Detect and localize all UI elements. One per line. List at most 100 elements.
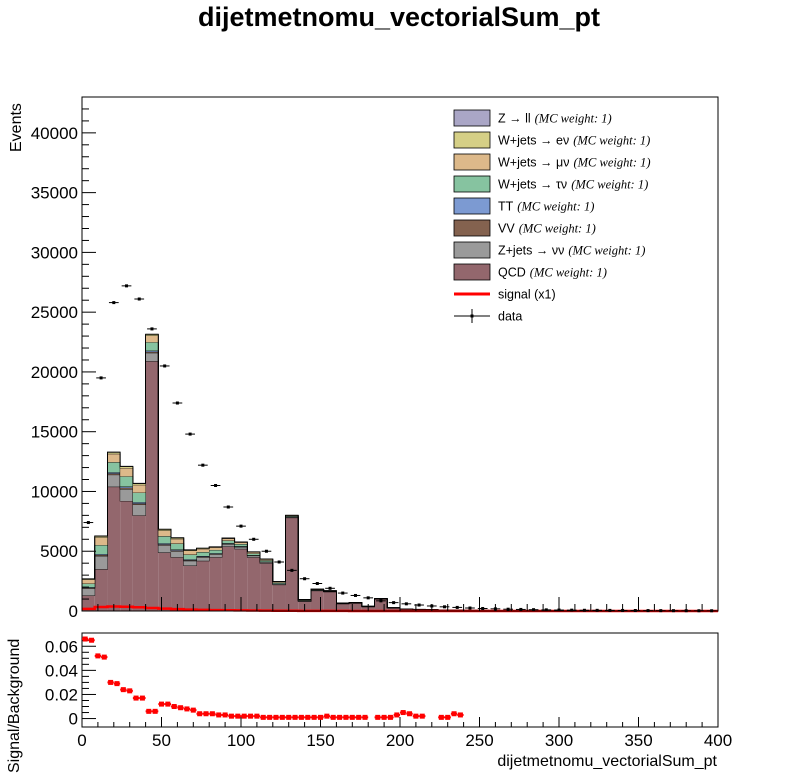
stack-bar: [171, 557, 184, 611]
data-point: [443, 605, 447, 609]
stack-bar: [183, 554, 197, 560]
stack-bar: [158, 530, 172, 537]
legend: Z → ll (MC weight: 1) W+jets → eν (MC weigh…: [453, 109, 651, 324]
ratio-point: [209, 711, 215, 717]
data-point: [570, 608, 574, 612]
stack-bar: [171, 549, 184, 551]
stack-bar: [120, 476, 133, 487]
stack-bar: [247, 557, 261, 611]
data-point: [252, 537, 256, 541]
ratio-point: [400, 710, 406, 716]
stack-bar: [171, 551, 184, 558]
stack-bar: [132, 492, 146, 503]
stack-bar: [107, 462, 121, 473]
y-tick-label: 40000: [31, 124, 78, 143]
data-point: [137, 297, 141, 301]
ratio-point: [159, 701, 164, 707]
data-point: [214, 483, 218, 487]
stack-bar: [132, 502, 146, 504]
x-axis-label: dijetmetnomu_vectorialSum_pt: [497, 753, 717, 770]
legend-qcd-label: QCD (MC weight: 1): [498, 266, 607, 280]
ratio-point: [349, 714, 355, 720]
ratio-point: [120, 687, 126, 693]
legend-tt-swatch: [453, 197, 491, 215]
y-tick-label: 20000: [31, 363, 78, 382]
data-point: [353, 593, 357, 597]
stack-bar: [196, 560, 210, 611]
ratio-point: [82, 636, 88, 642]
ratio-point: [171, 704, 177, 710]
data-point: [595, 608, 599, 612]
stack-bar: [94, 554, 108, 555]
stack-bar: [387, 608, 400, 611]
stack-bar: [349, 603, 362, 611]
ratio-point: [273, 714, 279, 720]
ratio-point: [203, 711, 209, 717]
x-tick-label: 400: [704, 731, 732, 750]
ratio-point: [114, 681, 120, 687]
stack-bar: [120, 487, 133, 490]
ratio-point: [292, 714, 298, 720]
legend-w-jets-swatch: [453, 175, 491, 193]
stack-bar: [272, 584, 286, 611]
ratio-point: [381, 714, 387, 720]
legend-signal-x1-name: signal (x1): [498, 288, 556, 302]
stack-bar: [120, 466, 133, 469]
stack-bar: [145, 334, 159, 336]
legend-w-jets-name: W+jets → τν: [498, 178, 567, 192]
y-tick-label: 30000: [31, 243, 78, 262]
stack-bar: [158, 544, 172, 546]
ratio-point: [216, 712, 222, 718]
ratio-point: [89, 637, 95, 643]
x-tick-label: 250: [465, 731, 493, 750]
data-point: [201, 463, 205, 467]
stack-bar: [120, 489, 133, 502]
chart-title: dijetmetnomu_vectorialSum_pt: [198, 2, 600, 32]
x-tick-label: 200: [386, 731, 414, 750]
legend-tt-label: TT (MC weight: 1): [498, 200, 594, 214]
legend-data-name: data: [498, 310, 522, 324]
data-point: [582, 608, 586, 612]
stack-bar: [247, 555, 261, 558]
ratio-point: [305, 714, 311, 720]
data-point: [481, 606, 485, 610]
ratio-point: [286, 714, 292, 720]
ratio-point: [457, 712, 463, 718]
stack-bar: [120, 486, 133, 488]
data-point: [315, 582, 319, 586]
stack-bar: [221, 538, 235, 541]
data-point: [392, 601, 396, 605]
stack-bar: [82, 579, 95, 584]
y-axis-label: Events: [8, 103, 25, 152]
stack-bar: [94, 536, 108, 538]
stack-bar: [285, 517, 299, 611]
stack-bar: [272, 582, 286, 584]
legend-w-jets-e-name: W+jets → eν: [498, 134, 569, 148]
data-point: [112, 301, 116, 305]
stack-bar: [94, 545, 108, 555]
ratio-point: [146, 708, 152, 714]
data-point: [264, 549, 268, 553]
stack-bar: [209, 557, 222, 611]
y-tick-label: 25000: [31, 303, 78, 322]
data-point: [544, 608, 548, 612]
stack-bar: [310, 590, 324, 611]
stack-bar: [145, 350, 159, 352]
stack-bar: [323, 591, 337, 611]
stack-bar: [82, 583, 95, 588]
stack-bar: [234, 542, 248, 545]
stack-bar: [132, 504, 146, 516]
stack-bar: [107, 474, 121, 487]
data-point: [379, 599, 383, 603]
stack-bar: [132, 483, 146, 485]
stack-bar: [183, 565, 197, 611]
stack-bar: [158, 536, 172, 544]
stack-bar: [260, 563, 273, 611]
stack-bar: [145, 335, 159, 343]
data-point: [125, 284, 129, 288]
ratio-point: [139, 695, 145, 701]
data-point: [519, 607, 523, 611]
stack-bar: [221, 540, 235, 544]
legend-qcd-swatch: [453, 263, 491, 281]
